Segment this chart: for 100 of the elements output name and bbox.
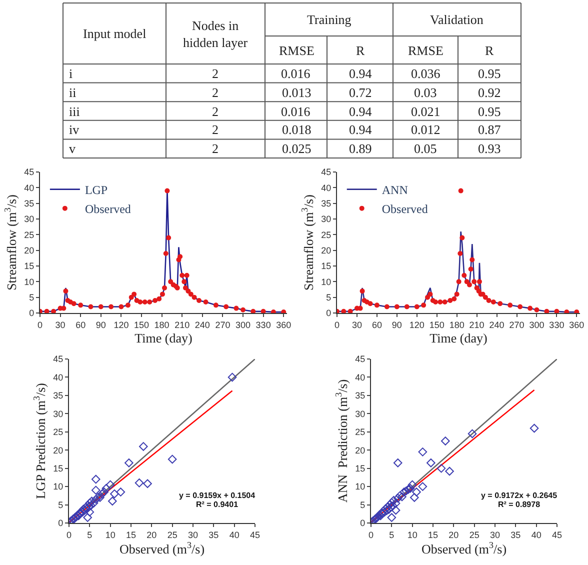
text: 0.036 <box>411 66 440 81</box>
y-tick-label: 45 <box>321 167 332 178</box>
text: 2 <box>212 122 218 137</box>
x-tick-label: 360 <box>276 320 292 330</box>
text: 0.016 <box>281 66 310 81</box>
x-tick-label: 90 <box>96 320 106 330</box>
y-tick-label: 20 <box>355 445 366 456</box>
x-tick-label: 5 <box>389 530 394 540</box>
y-tick-label: 0 <box>326 308 332 318</box>
x-tick-label: 300 <box>235 320 251 330</box>
y-tick-label: 15 <box>321 261 332 272</box>
y-tick-label: 25 <box>53 427 64 438</box>
text: 0.92 <box>478 85 501 100</box>
y-tick-label: 20 <box>321 245 332 256</box>
y-tick-label: 5 <box>58 500 64 510</box>
y-tick-label: 10 <box>53 482 64 492</box>
y-tick-label: 35 <box>355 390 366 401</box>
text: 0.025 <box>282 141 312 156</box>
y-tick-label: 20 <box>24 245 34 256</box>
text: 0.94 <box>349 122 372 137</box>
y-tick-label: 30 <box>53 408 64 419</box>
y-tick-label: 35 <box>53 390 64 401</box>
x-tick-label: 300 <box>529 320 544 330</box>
y-tick-label: 35 <box>321 198 332 208</box>
text: 0.013 <box>282 85 312 100</box>
x-tick-label: 35 <box>208 530 219 540</box>
text: 0.95 <box>478 66 501 81</box>
x-tick-label: 10 <box>407 530 418 540</box>
text: 0.03 <box>414 85 437 100</box>
text: 0.018 <box>282 122 312 137</box>
text: 0.95 <box>478 104 501 119</box>
x-tick-label: 15 <box>126 530 136 540</box>
x-tick-label: 120 <box>409 320 424 330</box>
y-tick-label: 30 <box>24 214 34 224</box>
x-tick-label: 90 <box>392 320 402 330</box>
category-label: Nodes in hidden layer <box>183 18 248 50</box>
x-tick-label: 0 <box>37 320 43 330</box>
x-tick-label: 330 <box>549 320 564 330</box>
y-tick-label: 40 <box>24 182 34 193</box>
x-tick-label: 180 <box>449 320 464 330</box>
y-tick-label: 25 <box>321 230 332 240</box>
text: 0.89 <box>349 141 372 156</box>
category-label: RMSE <box>408 43 444 58</box>
y-tick-label: 25 <box>355 427 366 438</box>
y-tick-label: 40 <box>321 182 332 193</box>
y-tick-label: 5 <box>360 500 366 510</box>
text: 2 <box>212 66 218 81</box>
y-tick-label: 5 <box>326 292 332 302</box>
text: ii <box>69 85 76 100</box>
x-tick-label: 150 <box>134 320 150 330</box>
x-tick-label: 45 <box>552 530 562 540</box>
x-axis-title: Time (day) <box>134 330 192 346</box>
y-tick-label: 15 <box>24 261 34 272</box>
x-tick-label: 270 <box>509 320 524 330</box>
x-tick-label: 25 <box>167 530 178 540</box>
x-tick-label: 120 <box>114 320 129 330</box>
x-tick-label: 210 <box>469 320 484 330</box>
x-tick-label: 0 <box>66 530 72 540</box>
category-label: RMSE <box>279 43 314 58</box>
y-tick-label: 15 <box>355 463 366 474</box>
x-tick-label: 360 <box>569 320 584 330</box>
x-tick-label: 240 <box>194 320 210 330</box>
text: 0.94 <box>349 66 372 81</box>
y-tick-label: 30 <box>321 214 332 224</box>
y-tick-label: 40 <box>53 372 64 382</box>
y-tick-label: 45 <box>53 354 64 364</box>
text: i <box>69 66 73 81</box>
x-tick-label: 30 <box>490 530 500 540</box>
category-label: Input model <box>83 26 147 41</box>
text: 0.05 <box>414 141 437 156</box>
x-tick-label: 330 <box>256 320 271 330</box>
text: 0.021 <box>411 104 440 119</box>
y-tick-label: 30 <box>355 408 366 419</box>
x-tick-label: 240 <box>489 320 504 330</box>
y-tick-label: 10 <box>321 276 332 287</box>
text: 0.016 <box>281 104 310 119</box>
x-tick-label: 20 <box>448 530 459 540</box>
x-tick-label: 40 <box>531 530 542 540</box>
x-axis-title: Time (day) <box>430 330 488 346</box>
x-tick-label: 25 <box>469 530 480 540</box>
y-tick-label: 0 <box>360 518 366 528</box>
y-tick-label: 15 <box>53 463 64 474</box>
y-tick-label: 10 <box>24 276 34 287</box>
x-tick-label: 270 <box>215 320 230 330</box>
y-tick-label: 0 <box>29 308 34 318</box>
text: 0.012 <box>411 122 440 137</box>
y-tick-label: 40 <box>355 372 366 382</box>
x-tick-label: 10 <box>105 530 116 540</box>
x-tick-label: 210 <box>174 320 190 330</box>
text: Training <box>307 12 352 27</box>
x-tick-label: 0 <box>334 320 340 330</box>
x-axis-title: Observed (m$^{3}$/s) <box>421 540 507 556</box>
annotation: y = 0.9172x + 0.2645 <box>481 491 558 500</box>
legend-label: Observed <box>382 202 428 216</box>
x-tick-label: 30 <box>188 530 198 540</box>
legend-label: Observed <box>84 202 131 216</box>
x-tick-label: 20 <box>146 530 157 540</box>
legend-label: ANN <box>382 183 408 197</box>
y-tick-label: 35 <box>24 198 34 208</box>
text: 2 <box>212 104 218 119</box>
